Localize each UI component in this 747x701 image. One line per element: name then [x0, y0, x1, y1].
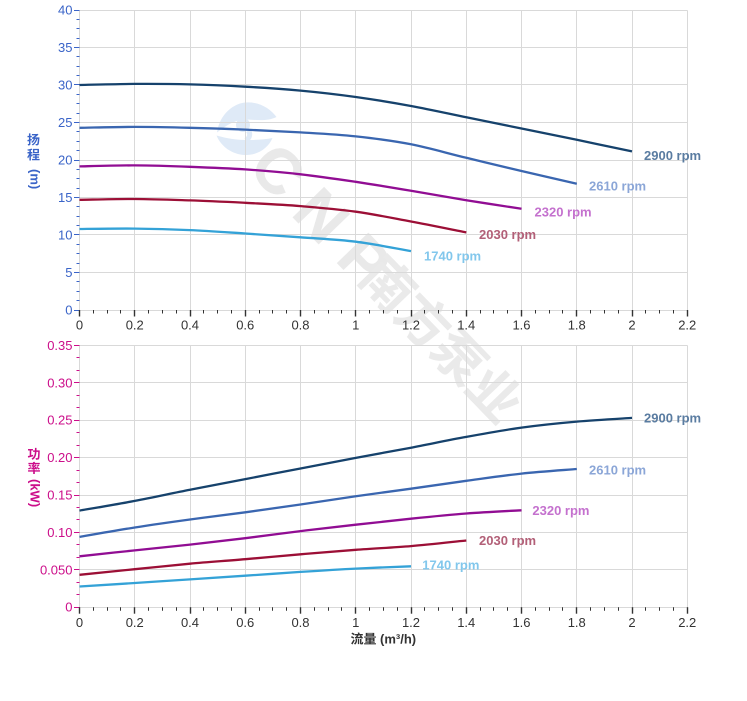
svg-text:0.25: 0.25	[47, 413, 72, 428]
svg-text:0: 0	[65, 303, 72, 318]
svg-text:1740 rpm: 1740 rpm	[424, 249, 481, 264]
svg-text:1.2: 1.2	[402, 615, 420, 630]
svg-text:0.20: 0.20	[47, 450, 72, 465]
svg-text:20: 20	[58, 153, 72, 168]
svg-text:0: 0	[76, 318, 83, 333]
svg-text:0.6: 0.6	[236, 615, 254, 630]
svg-text:1.6: 1.6	[512, 615, 530, 630]
svg-text:0: 0	[65, 600, 72, 615]
svg-text:0.8: 0.8	[291, 615, 309, 630]
svg-text:2.2: 2.2	[678, 318, 696, 333]
svg-text:0.35: 0.35	[47, 338, 72, 353]
svg-text:2.2: 2.2	[678, 615, 696, 630]
svg-text:2610 rpm: 2610 rpm	[589, 462, 646, 477]
svg-text:(m): (m)	[28, 169, 43, 189]
svg-text:0.2: 0.2	[126, 615, 144, 630]
svg-text:2: 2	[628, 615, 635, 630]
svg-text:1.8: 1.8	[568, 615, 586, 630]
svg-text:2320 rpm: 2320 rpm	[532, 503, 589, 518]
svg-text:2900 rpm: 2900 rpm	[644, 148, 701, 163]
svg-text:0.6: 0.6	[236, 318, 254, 333]
svg-text:30: 30	[58, 78, 72, 93]
svg-text:1.2: 1.2	[402, 318, 420, 333]
svg-text:1.8: 1.8	[568, 318, 586, 333]
svg-text:5: 5	[65, 265, 72, 280]
svg-text:(kW): (kW)	[28, 479, 43, 507]
svg-text:0.4: 0.4	[181, 615, 199, 630]
svg-text:0.10: 0.10	[47, 525, 72, 540]
svg-text:35: 35	[58, 40, 72, 55]
svg-text:1.4: 1.4	[457, 318, 475, 333]
svg-text:2610 rpm: 2610 rpm	[589, 179, 646, 194]
svg-text:2320 rpm: 2320 rpm	[535, 205, 592, 220]
svg-text:0: 0	[76, 615, 83, 630]
svg-text:2900 rpm: 2900 rpm	[644, 411, 701, 426]
svg-text:0.050: 0.050	[40, 562, 73, 577]
svg-text:1: 1	[352, 318, 359, 333]
svg-text:1: 1	[352, 615, 359, 630]
svg-text:0.15: 0.15	[47, 488, 72, 503]
svg-text:1.6: 1.6	[512, 318, 530, 333]
svg-text:0.8: 0.8	[291, 318, 309, 333]
svg-text:0.30: 0.30	[47, 375, 72, 390]
svg-text:0.4: 0.4	[181, 318, 199, 333]
svg-text:2030 rpm: 2030 rpm	[479, 227, 536, 242]
svg-text:40: 40	[58, 3, 72, 18]
svg-text:1.4: 1.4	[457, 615, 475, 630]
svg-text:15: 15	[58, 190, 72, 205]
svg-text:2030 rpm: 2030 rpm	[479, 533, 536, 548]
svg-text:0.2: 0.2	[126, 318, 144, 333]
svg-text:10: 10	[58, 228, 72, 243]
svg-text:2: 2	[628, 318, 635, 333]
svg-text:25: 25	[58, 115, 72, 130]
svg-text:1740 rpm: 1740 rpm	[422, 558, 479, 573]
svg-text:(m³/h): (m³/h)	[380, 632, 416, 647]
